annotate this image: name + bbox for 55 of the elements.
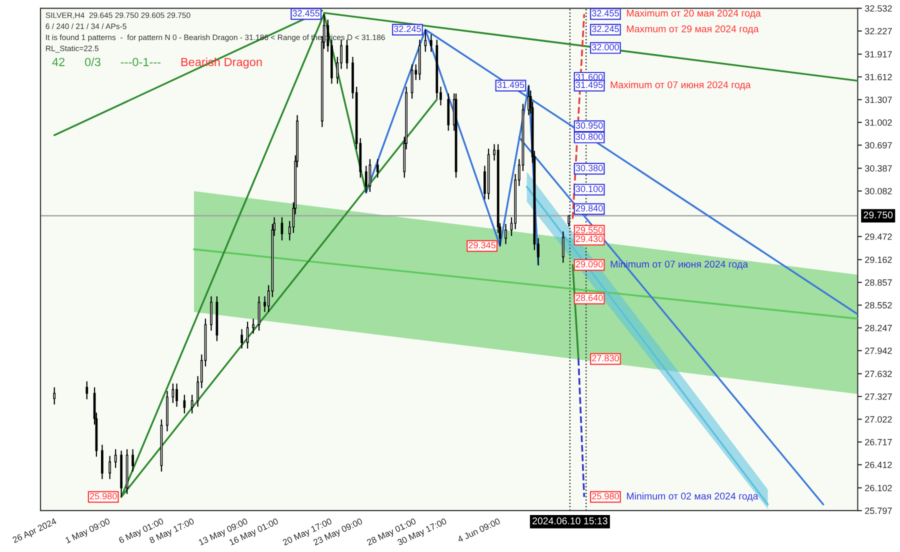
annotation: 29.550: [576, 226, 603, 234]
annotation: 27.830: [592, 355, 619, 362]
annotation: 29.345: [468, 242, 496, 248]
y-tick-label: 27.327: [865, 393, 892, 400]
y-tick-label: 31.612: [864, 74, 892, 80]
annotation: 25.980: [90, 492, 117, 500]
ref-line-label: 29.750: [864, 211, 893, 218]
annotation: 32.000: [592, 44, 619, 50]
y-tick-label: 29.162: [865, 256, 892, 263]
y-tick-label: 30.697: [864, 142, 892, 148]
y-tick-label: 30.082: [864, 188, 892, 194]
annotation: 29.430: [576, 236, 603, 242]
annotation: 32.245: [592, 26, 619, 32]
annotation: Maximum от 07 июня 2024 года: [610, 81, 751, 90]
annotation: Maximum от 20 мая 2024 года: [627, 9, 761, 18]
y-tick-label: 28.247: [865, 324, 892, 332]
y-tick-label: 29.472: [865, 233, 892, 240]
y-tick-label: 31.002: [864, 119, 892, 126]
x-tick-label: 1 May 09:00: [64, 518, 112, 546]
y-tick-label: 31.307: [864, 96, 892, 104]
y-tick-label: 27.022: [865, 416, 892, 423]
y-tick-label: 28.552: [865, 302, 892, 308]
ref-line-label: 2024.06.10 15:13: [532, 517, 608, 524]
y-tick-label: 28.857: [865, 279, 892, 286]
x-tick-label: 26 Apr 2024: [12, 518, 58, 545]
annotation: 32.245: [394, 26, 421, 32]
annotation: 32.455: [292, 10, 320, 16]
annotation: 29.840: [576, 205, 603, 212]
annotation: 0/3: [84, 58, 100, 66]
y-tick-label: 32.532: [864, 5, 892, 12]
annotation: 32.455: [592, 10, 619, 16]
y-tick-label: 31.917: [864, 51, 892, 58]
y-tick-label: 32.227: [864, 28, 892, 34]
y-tick-label: 30.387: [864, 165, 892, 172]
annotation: 25.980: [592, 492, 619, 500]
y-tick-label: 26.717: [865, 438, 892, 446]
annotation: 29.090: [576, 261, 603, 268]
annotation: 28.640: [576, 294, 603, 301]
y-tick-label: 27.942: [865, 348, 892, 354]
y-tick-label: 25.797: [865, 508, 892, 514]
y-tick-label: 27.632: [865, 370, 892, 378]
y-tick-label: 26.102: [865, 484, 892, 492]
annotation: Minimum от 02 мая 2024 года: [627, 492, 758, 502]
annotation: 31.600: [576, 74, 603, 80]
annotation: 42: [52, 58, 64, 66]
annotation: Maxmum от 29 мая 2024 года: [627, 25, 759, 34]
annotation: 30.100: [576, 186, 603, 192]
annotation: ---0-1---: [120, 58, 160, 66]
annotation: 30.800: [576, 133, 603, 140]
x-tick-label: 4 Jun 09:00: [456, 518, 501, 543]
annotation: 31.495: [497, 82, 524, 88]
annotation: 30.380: [576, 164, 603, 172]
annotation: 31.495: [576, 82, 603, 88]
annotation: 30.950: [576, 122, 603, 129]
y-tick-label: 26.412: [865, 462, 892, 468]
